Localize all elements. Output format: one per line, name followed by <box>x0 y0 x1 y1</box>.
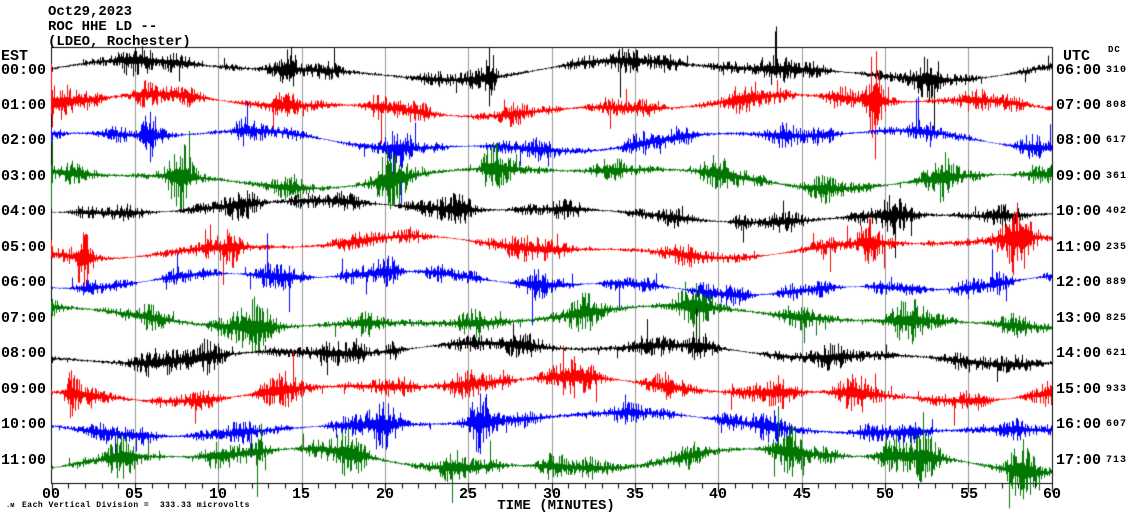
utc-time-label: 09:00 <box>1056 168 1102 185</box>
utc-time-label: 14:00 <box>1056 345 1102 362</box>
dc-value: 889 <box>1105 277 1127 288</box>
utc-time-label: 06:00 <box>1056 62 1102 79</box>
dc-value: 402 <box>1105 206 1127 217</box>
est-time-label: 00:00 <box>0 62 46 79</box>
x-tick-label: 50 <box>875 486 895 503</box>
dc-value: 621 <box>1105 348 1127 359</box>
utc-time-label: 08:00 <box>1056 132 1102 149</box>
x-tick-label: 00 <box>41 486 61 503</box>
est-time-label: 03:00 <box>0 168 46 185</box>
dc-value: 617 <box>1105 135 1127 146</box>
x-tick-label: 30 <box>542 486 562 503</box>
utc-time-label: 11:00 <box>1056 239 1102 256</box>
dc-value: 310 <box>1105 65 1127 76</box>
dc-value: 361 <box>1105 171 1127 182</box>
header-date: Oct29,2023 <box>48 4 133 20</box>
utc-header: UTC <box>1063 48 1091 65</box>
x-tick-label: 15 <box>291 486 311 503</box>
est-header: EST <box>1 48 29 65</box>
utc-time-label: 15:00 <box>1056 381 1102 398</box>
utc-time-label: 10:00 <box>1056 203 1102 220</box>
dc-value: 713 <box>1105 455 1127 466</box>
header-station: ROC HHE LD -- <box>48 19 158 35</box>
vertical-division-note: Each Vertical Division = 333.33 microvol… <box>22 501 250 510</box>
x-tick-label: 10 <box>208 486 228 503</box>
utc-time-label: 13:00 <box>1056 310 1102 327</box>
est-time-label: 07:00 <box>0 310 46 327</box>
est-time-label: 05:00 <box>0 239 46 256</box>
x-tick-label: 35 <box>625 486 645 503</box>
est-time-label: 06:00 <box>0 274 46 291</box>
utc-time-label: 17:00 <box>1056 452 1102 469</box>
utc-time-label: 16:00 <box>1056 416 1102 433</box>
x-tick-label: 05 <box>124 486 144 503</box>
dc-value: 933 <box>1105 384 1127 395</box>
est-time-label: 04:00 <box>0 203 46 220</box>
est-time-label: 08:00 <box>0 345 46 362</box>
x-tick-label: 40 <box>708 486 728 503</box>
est-time-label: 02:00 <box>0 132 46 149</box>
utc-time-label: 12:00 <box>1056 274 1102 291</box>
x-axis-title: TIME (MINUTES) <box>497 498 615 514</box>
est-time-label: 01:00 <box>0 97 46 114</box>
dc-value: 825 <box>1105 313 1127 324</box>
corner-mark: .м <box>6 502 15 510</box>
x-tick-label: 20 <box>375 486 395 503</box>
est-time-label: 10:00 <box>0 416 46 433</box>
dc-value: 607 <box>1105 419 1127 430</box>
dc-value: 235 <box>1105 242 1127 253</box>
x-tick-label: 45 <box>792 486 812 503</box>
header-network: (LDEO, Rochester) <box>48 34 191 50</box>
x-tick-label: 55 <box>959 486 979 503</box>
x-tick-label: 25 <box>458 486 478 503</box>
dc-header: DC <box>1108 45 1121 55</box>
x-tick-label: 60 <box>1042 486 1062 503</box>
dc-value: 808 <box>1105 100 1127 111</box>
est-time-label: 11:00 <box>0 452 46 469</box>
est-time-label: 09:00 <box>0 381 46 398</box>
utc-time-label: 07:00 <box>1056 97 1102 114</box>
